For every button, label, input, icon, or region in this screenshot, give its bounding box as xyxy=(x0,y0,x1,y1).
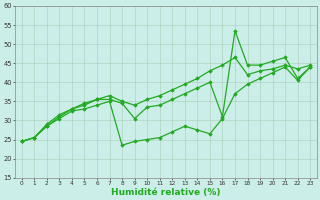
X-axis label: Humidité relative (%): Humidité relative (%) xyxy=(111,188,221,197)
